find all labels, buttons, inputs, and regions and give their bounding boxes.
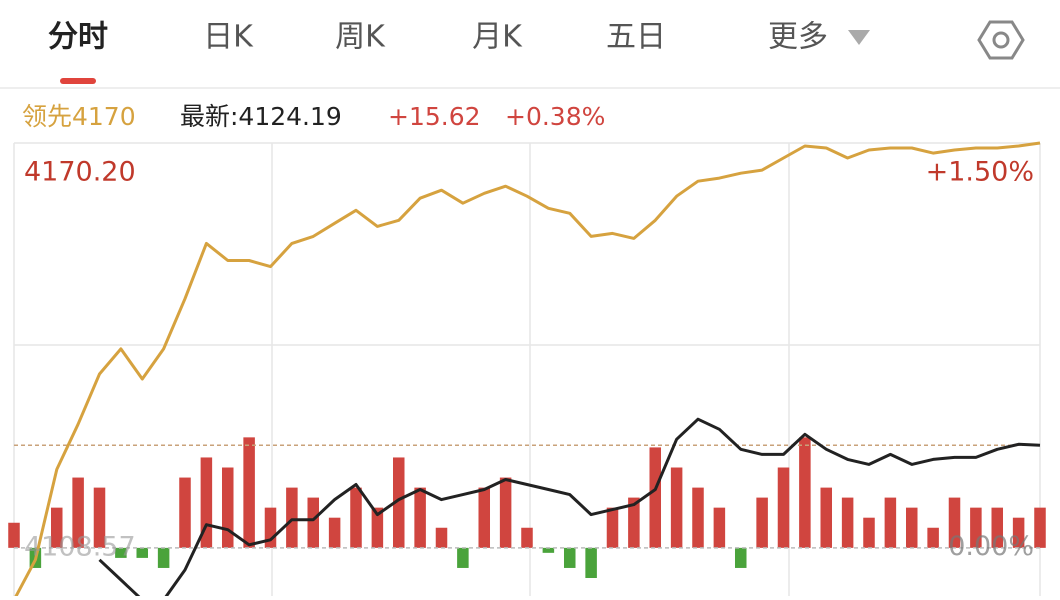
tab-bar: 分时 日K 周K 月K 五日 更多 xyxy=(48,20,828,55)
bar xyxy=(948,497,961,548)
bar xyxy=(200,457,213,548)
tab[interactable]: 周K xyxy=(335,20,386,55)
bar xyxy=(841,497,854,548)
bar xyxy=(499,477,512,548)
bar xyxy=(863,517,875,548)
bar xyxy=(435,527,448,548)
bar xyxy=(820,487,833,548)
bar xyxy=(713,507,726,548)
tab[interactable]: 月K xyxy=(472,20,523,55)
bar xyxy=(649,447,662,548)
bar xyxy=(542,547,555,553)
bar xyxy=(115,547,127,558)
bar xyxy=(350,487,362,548)
lead-value: 领先4170 xyxy=(22,102,136,131)
bar xyxy=(905,507,918,548)
bar xyxy=(777,467,790,548)
bar xyxy=(1012,517,1025,548)
bar xyxy=(243,437,255,548)
tab[interactable]: 五日 xyxy=(606,20,666,55)
plot-frame xyxy=(13,142,1041,596)
settings-icon[interactable] xyxy=(977,20,1025,60)
active-indicator xyxy=(60,78,96,84)
bar xyxy=(72,477,84,548)
bar xyxy=(286,487,298,548)
bar xyxy=(328,517,341,548)
bar xyxy=(585,547,597,579)
bar xyxy=(927,527,939,548)
y2-tick-label: +1.50% xyxy=(926,157,1034,188)
y-tick-label: 4170.20 xyxy=(24,157,136,188)
bar xyxy=(157,547,170,568)
bar xyxy=(307,497,320,548)
bar xyxy=(478,487,491,548)
bar xyxy=(457,547,469,568)
bar xyxy=(670,467,683,548)
dropdown-arrow[interactable] xyxy=(848,30,870,45)
bar xyxy=(991,507,1004,548)
change-percent: +0.38% xyxy=(505,102,605,131)
y2-tick-label: 0.00% xyxy=(948,531,1034,562)
bar xyxy=(970,507,982,548)
bar xyxy=(371,507,384,548)
bar xyxy=(756,497,768,548)
info-row: 领先4170 最新:4124.19 +15.62 +0.38% xyxy=(22,102,605,131)
y-tick-label: 4108.57 xyxy=(24,531,136,562)
bar xyxy=(563,547,576,568)
latest-value: 最新:4124.19 xyxy=(180,102,342,131)
gear-outline xyxy=(977,20,1025,60)
bar xyxy=(734,547,747,568)
bar xyxy=(50,507,63,548)
bar xyxy=(179,477,191,548)
bar xyxy=(264,507,277,548)
bar xyxy=(1034,507,1046,548)
bar xyxy=(884,497,897,548)
change: +15.62 xyxy=(388,102,481,131)
bar xyxy=(93,487,106,548)
bar xyxy=(606,507,619,548)
bar xyxy=(628,497,640,548)
bar xyxy=(136,547,149,558)
bar xyxy=(692,487,704,548)
price-line xyxy=(98,417,1041,600)
bar xyxy=(414,487,426,548)
gear-center xyxy=(992,31,1010,49)
tab[interactable]: 分时 xyxy=(48,20,108,55)
bar xyxy=(221,467,234,548)
tab[interactable]: 日K xyxy=(203,20,254,55)
price-line xyxy=(12,141,1041,600)
bar xyxy=(8,522,20,548)
bar xyxy=(392,457,405,548)
tab[interactable]: 更多 xyxy=(768,20,828,55)
bar xyxy=(799,437,811,548)
bar xyxy=(521,527,533,548)
